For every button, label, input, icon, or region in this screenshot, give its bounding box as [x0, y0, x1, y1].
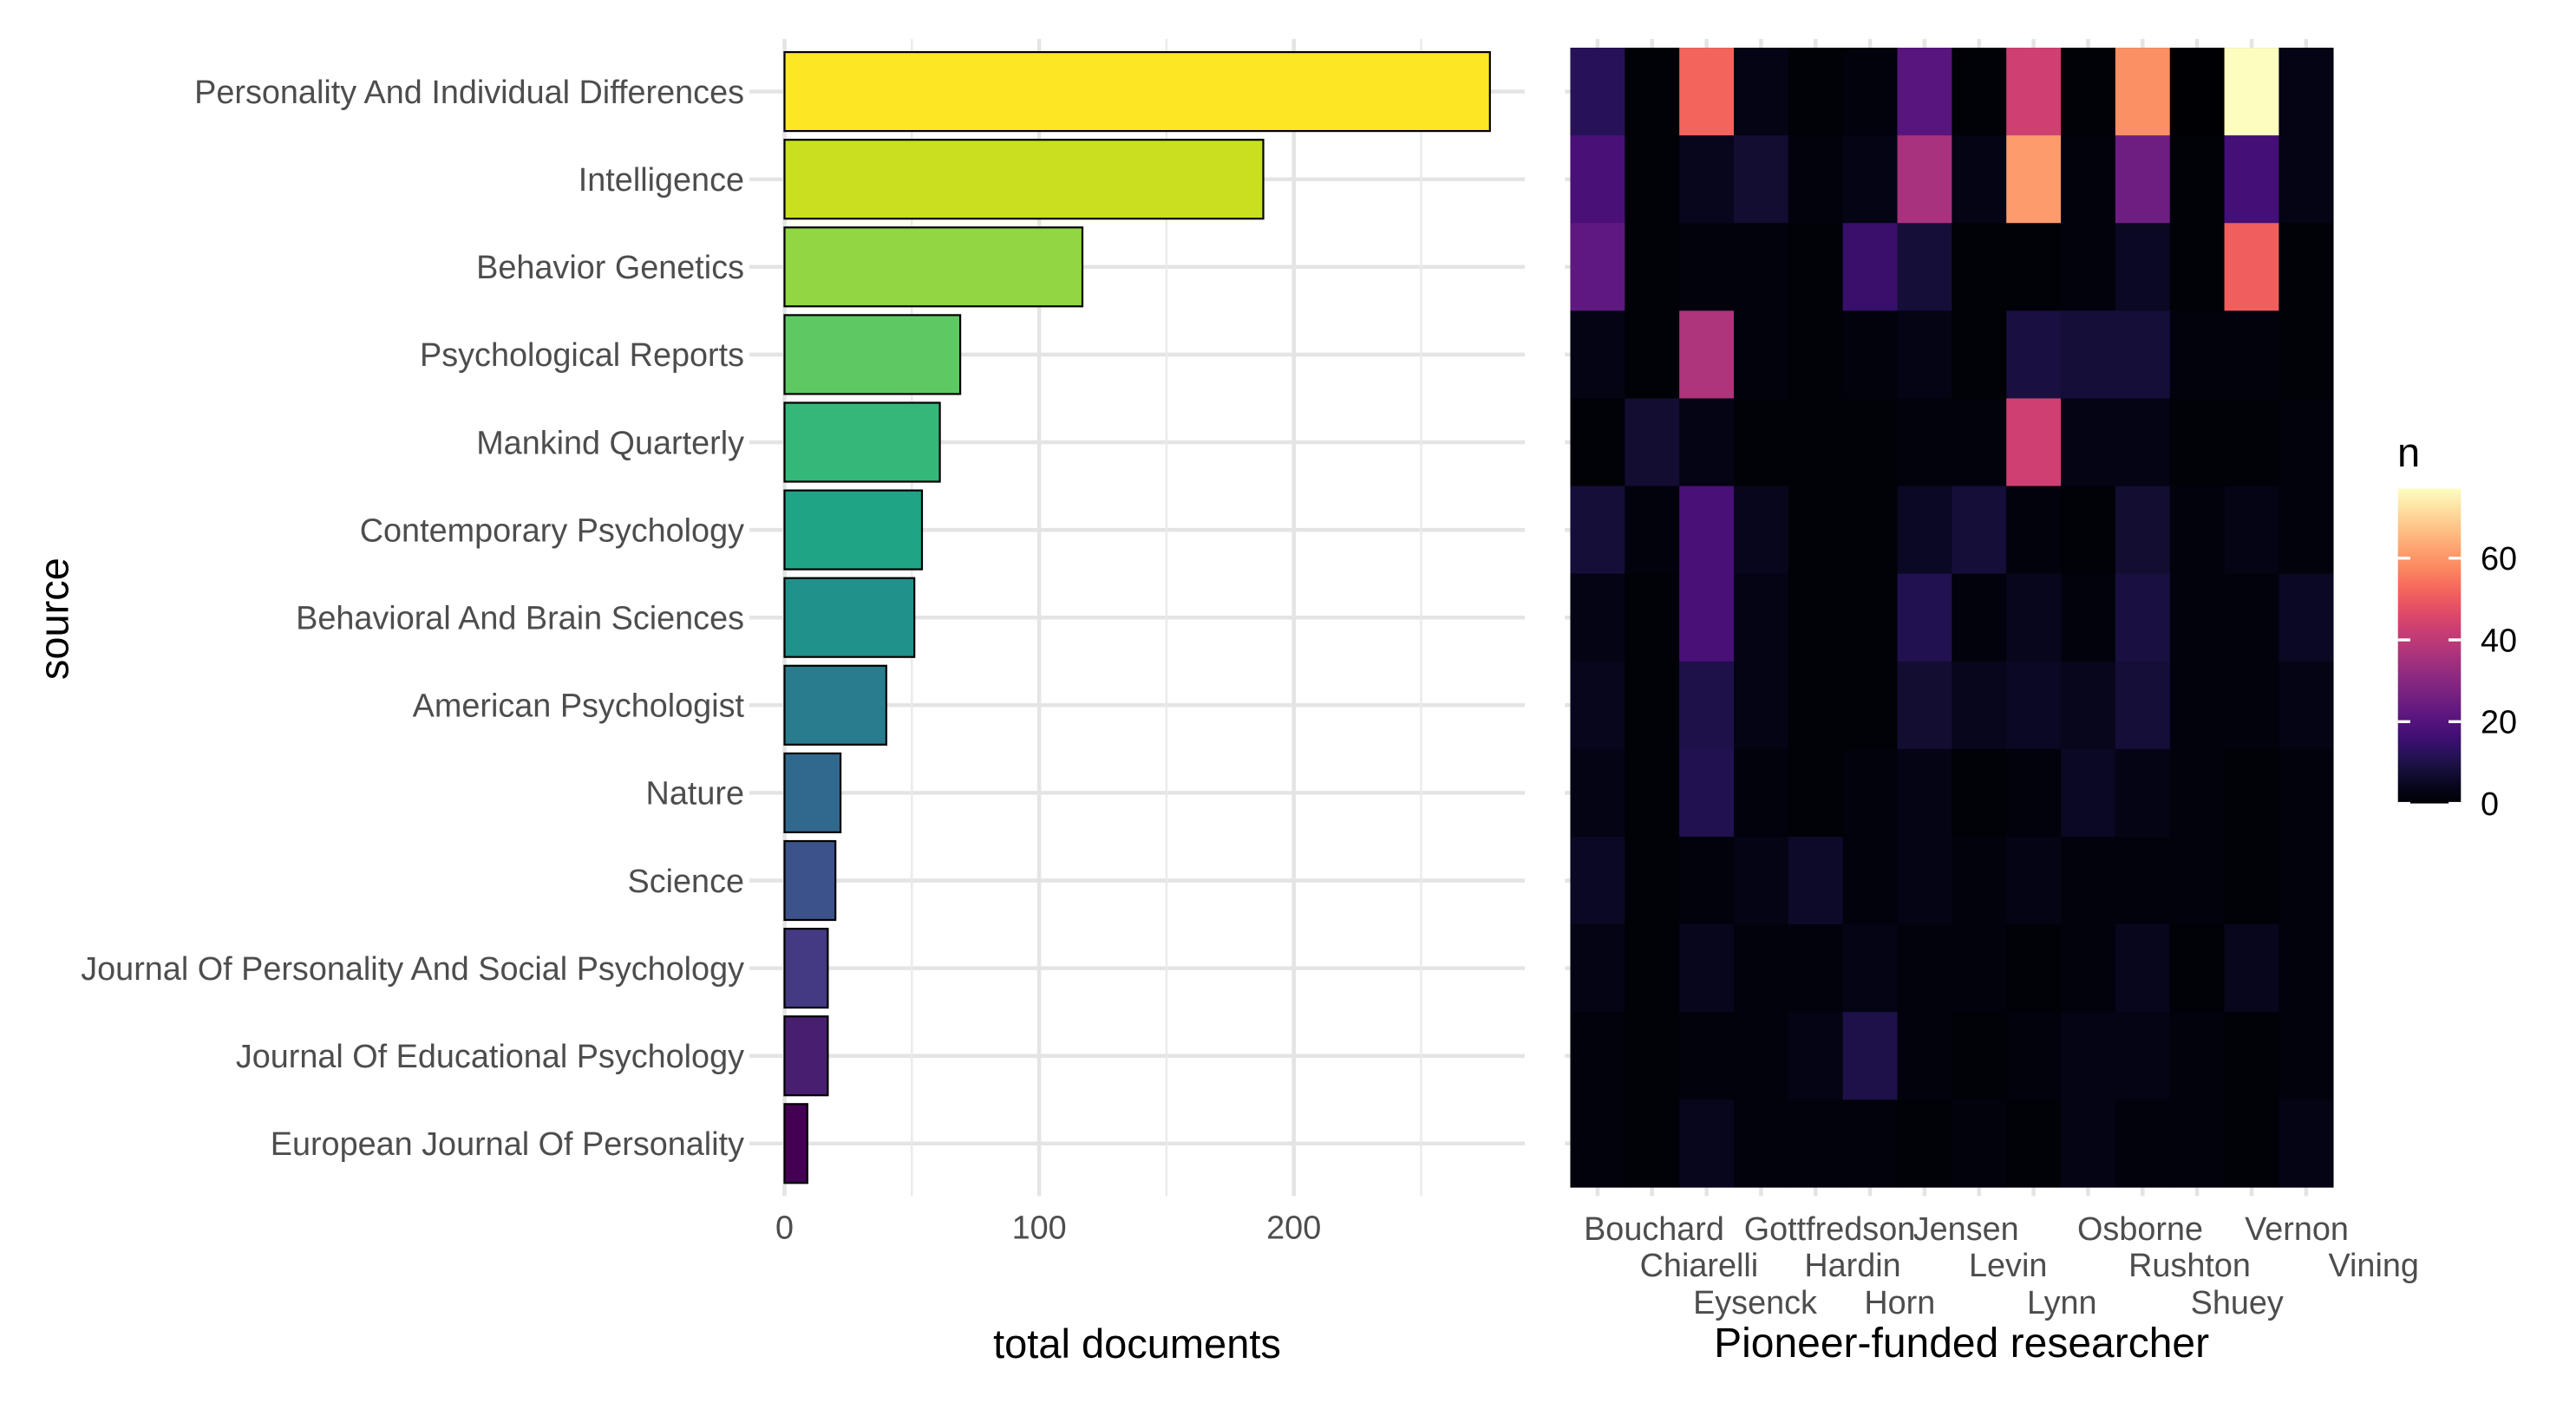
svg-text:200: 200: [1266, 1210, 1321, 1247]
svg-text:European Journal Of Personalit: European Journal Of Personality: [271, 1126, 744, 1163]
svg-text:Mankind Quarterly: Mankind Quarterly: [476, 425, 744, 461]
svg-text:Journal Of Personality And Soc: Journal Of Personality And Social Psycho…: [81, 951, 744, 988]
svg-text:Lynn: Lynn: [2027, 1285, 2097, 1321]
svg-text:40: 40: [2481, 623, 2517, 659]
svg-text:Vernon: Vernon: [2245, 1211, 2349, 1248]
svg-text:Intelligence: Intelligence: [579, 162, 744, 199]
svg-text:Journal Of Educational Psychol: Journal Of Educational Psychology: [236, 1039, 744, 1075]
svg-text:Behavior Genetics: Behavior Genetics: [476, 250, 744, 286]
svg-text:Nature: Nature: [646, 776, 744, 812]
svg-text:source: source: [31, 558, 77, 680]
svg-text:total documents: total documents: [993, 1321, 1281, 1367]
svg-text:Gottfredson: Gottfredson: [1744, 1211, 1916, 1248]
svg-text:60: 60: [2481, 541, 2517, 577]
svg-text:Rushton: Rushton: [2128, 1248, 2251, 1284]
svg-text:Shuey: Shuey: [2191, 1285, 2284, 1321]
svg-text:Contemporary Psychology: Contemporary Psychology: [360, 512, 744, 549]
svg-text:Bouchard: Bouchard: [1584, 1211, 1724, 1248]
svg-text:20: 20: [2481, 705, 2517, 741]
svg-text:Hardin: Hardin: [1804, 1248, 1900, 1284]
svg-text:Chiarelli: Chiarelli: [1640, 1248, 1759, 1284]
svg-text:Horn: Horn: [1864, 1285, 1935, 1321]
svg-text:Vining: Vining: [2329, 1248, 2419, 1284]
svg-text:Pioneer-funded researcher: Pioneer-funded researcher: [1714, 1321, 2209, 1367]
svg-text:100: 100: [1012, 1210, 1067, 1247]
svg-text:Jensen: Jensen: [1913, 1211, 2019, 1248]
svg-text:Osborne: Osborne: [2077, 1211, 2203, 1248]
svg-text:Personality And Individual Dif: Personality And Individual Differences: [194, 75, 744, 111]
svg-text:n: n: [2397, 429, 2420, 475]
svg-text:Behavioral And Brain Sciences: Behavioral And Brain Sciences: [296, 601, 744, 637]
svg-text:0: 0: [775, 1210, 794, 1247]
svg-text:0: 0: [2481, 786, 2499, 823]
svg-text:Psychological Reports: Psychological Reports: [420, 337, 744, 374]
svg-text:American Psychologist: American Psychologist: [413, 688, 745, 725]
svg-text:Eysenck: Eysenck: [1693, 1285, 1817, 1321]
svg-text:Science: Science: [628, 864, 744, 900]
svg-text:Levin: Levin: [1969, 1248, 2047, 1284]
